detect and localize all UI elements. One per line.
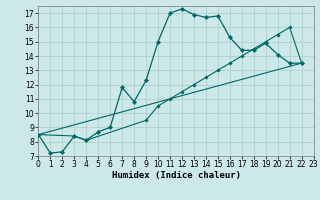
X-axis label: Humidex (Indice chaleur): Humidex (Indice chaleur) bbox=[111, 171, 241, 180]
